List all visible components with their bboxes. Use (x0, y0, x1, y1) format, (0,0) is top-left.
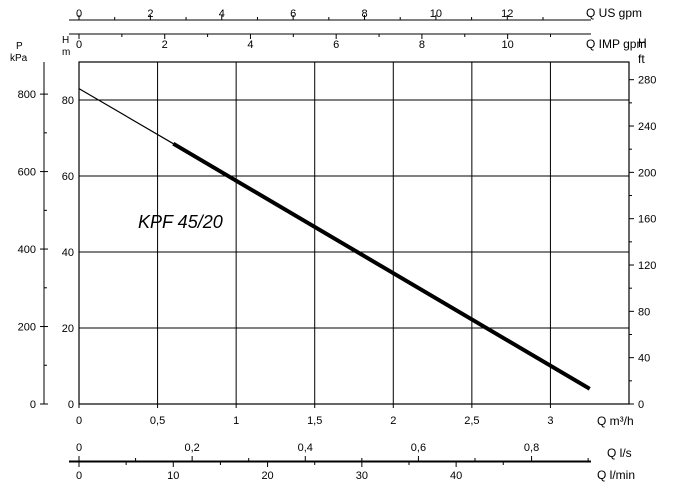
imp-gpm-tick-label-4: 8 (419, 39, 425, 51)
y-tick-label-4: 80 (62, 95, 74, 107)
x-tick-label-4: 2 (390, 415, 396, 427)
bottom-lmin-unit: Q l/min (597, 468, 635, 482)
ls-tick-label-4: 0,8 (524, 442, 539, 454)
us-gpm-tick-label-6: 12 (501, 8, 513, 20)
imp-gpm-tick-label-0: 0 (76, 39, 82, 51)
ls-tick-label-0: 0 (76, 442, 82, 454)
feet-tick-label-5: 200 (638, 167, 656, 179)
left-pressure-unit-top: P (16, 41, 23, 52)
plot-frame (78, 61, 630, 405)
pressure-tick-label-2: 400 (18, 244, 36, 256)
y-tick-label-2: 40 (62, 247, 74, 259)
pressure-tick-label-3: 600 (18, 167, 36, 179)
lmin-tick-label-1: 10 (167, 470, 179, 482)
top-us-gpm-unit: Q US gpm (586, 6, 642, 20)
axis-labels: P kPa H m H ft Q US gpm Q IMP gpm Q m³/h… (10, 6, 647, 482)
imp-gpm-tick-label-3: 6 (333, 39, 339, 51)
axes: 0 0,5 1 1,5 2 2,5 3020406080020040060080004080… (18, 8, 657, 482)
left-head-unit-bottom: m (62, 47, 70, 58)
imp-gpm-tick-label-2: 4 (247, 39, 253, 51)
left-pressure-unit-bottom: kPa (10, 53, 28, 64)
lmin-tick-label-0: 0 (76, 470, 82, 482)
x-tick-label-3: 1,5 (307, 415, 322, 427)
curve-label: KPF 45/20 (138, 212, 223, 232)
pressure-tick-label-4: 800 (18, 89, 36, 101)
x-tick-label-2: 1 (233, 415, 239, 427)
x-axis-unit: Q m³/h (597, 414, 634, 428)
us-gpm-tick-label-3: 6 (290, 8, 296, 20)
imp-gpm-tick-label-1: 2 (162, 39, 168, 51)
feet-tick-label-1: 40 (638, 353, 650, 365)
y-tick-label-3: 60 (62, 171, 74, 183)
us-gpm-tick-label-5: 10 (430, 8, 442, 20)
us-gpm-tick-label-0: 0 (76, 8, 82, 20)
ls-tick-label-2: 0,4 (298, 442, 313, 454)
left-head-unit-top: H (62, 35, 69, 46)
ls-tick-label-3: 0,6 (411, 442, 426, 454)
feet-tick-label-7: 280 (638, 75, 656, 87)
us-gpm-tick-label-2: 4 (219, 8, 225, 20)
pressure-tick-label-0: 0 (30, 399, 36, 411)
x-tick-label-5: 2,5 (464, 415, 479, 427)
us-gpm-tick-label-4: 8 (361, 8, 367, 20)
feet-tick-label-3: 120 (638, 260, 656, 272)
top-imp-gpm-unit: Q IMP gpm (586, 37, 646, 51)
bottom-ls-unit: Q l/s (607, 446, 632, 460)
feet-tick-label-4: 160 (638, 214, 656, 226)
feet-tick-label-6: 240 (638, 121, 656, 133)
curve-extension-line (78, 88, 174, 145)
grid (79, 62, 629, 404)
lmin-tick-label-4: 40 (450, 470, 462, 482)
x-tick-label-1: 0,5 (150, 415, 165, 427)
series-marks (78, 88, 591, 391)
feet-tick-label-0: 0 (638, 399, 644, 411)
feet-tick-label-2: 80 (638, 306, 650, 318)
ls-tick-label-1: 0,2 (184, 442, 199, 454)
curve-kpf-45-20 (172, 141, 591, 391)
lmin-tick-label-3: 30 (356, 470, 368, 482)
x-tick-label-6: 3 (547, 415, 553, 427)
right-feet-unit-bottom: ft (638, 52, 645, 66)
right-feet-unit-top: H (638, 36, 647, 50)
us-gpm-tick-label-1: 2 (147, 8, 153, 20)
imp-gpm-tick-label-5: 10 (502, 39, 514, 51)
y-tick-label-0: 0 (68, 399, 74, 411)
pressure-tick-label-1: 200 (18, 322, 36, 334)
y-tick-label-1: 20 (62, 323, 74, 335)
lmin-tick-label-2: 20 (261, 470, 273, 482)
x-tick-label-0: 0 (76, 415, 82, 427)
